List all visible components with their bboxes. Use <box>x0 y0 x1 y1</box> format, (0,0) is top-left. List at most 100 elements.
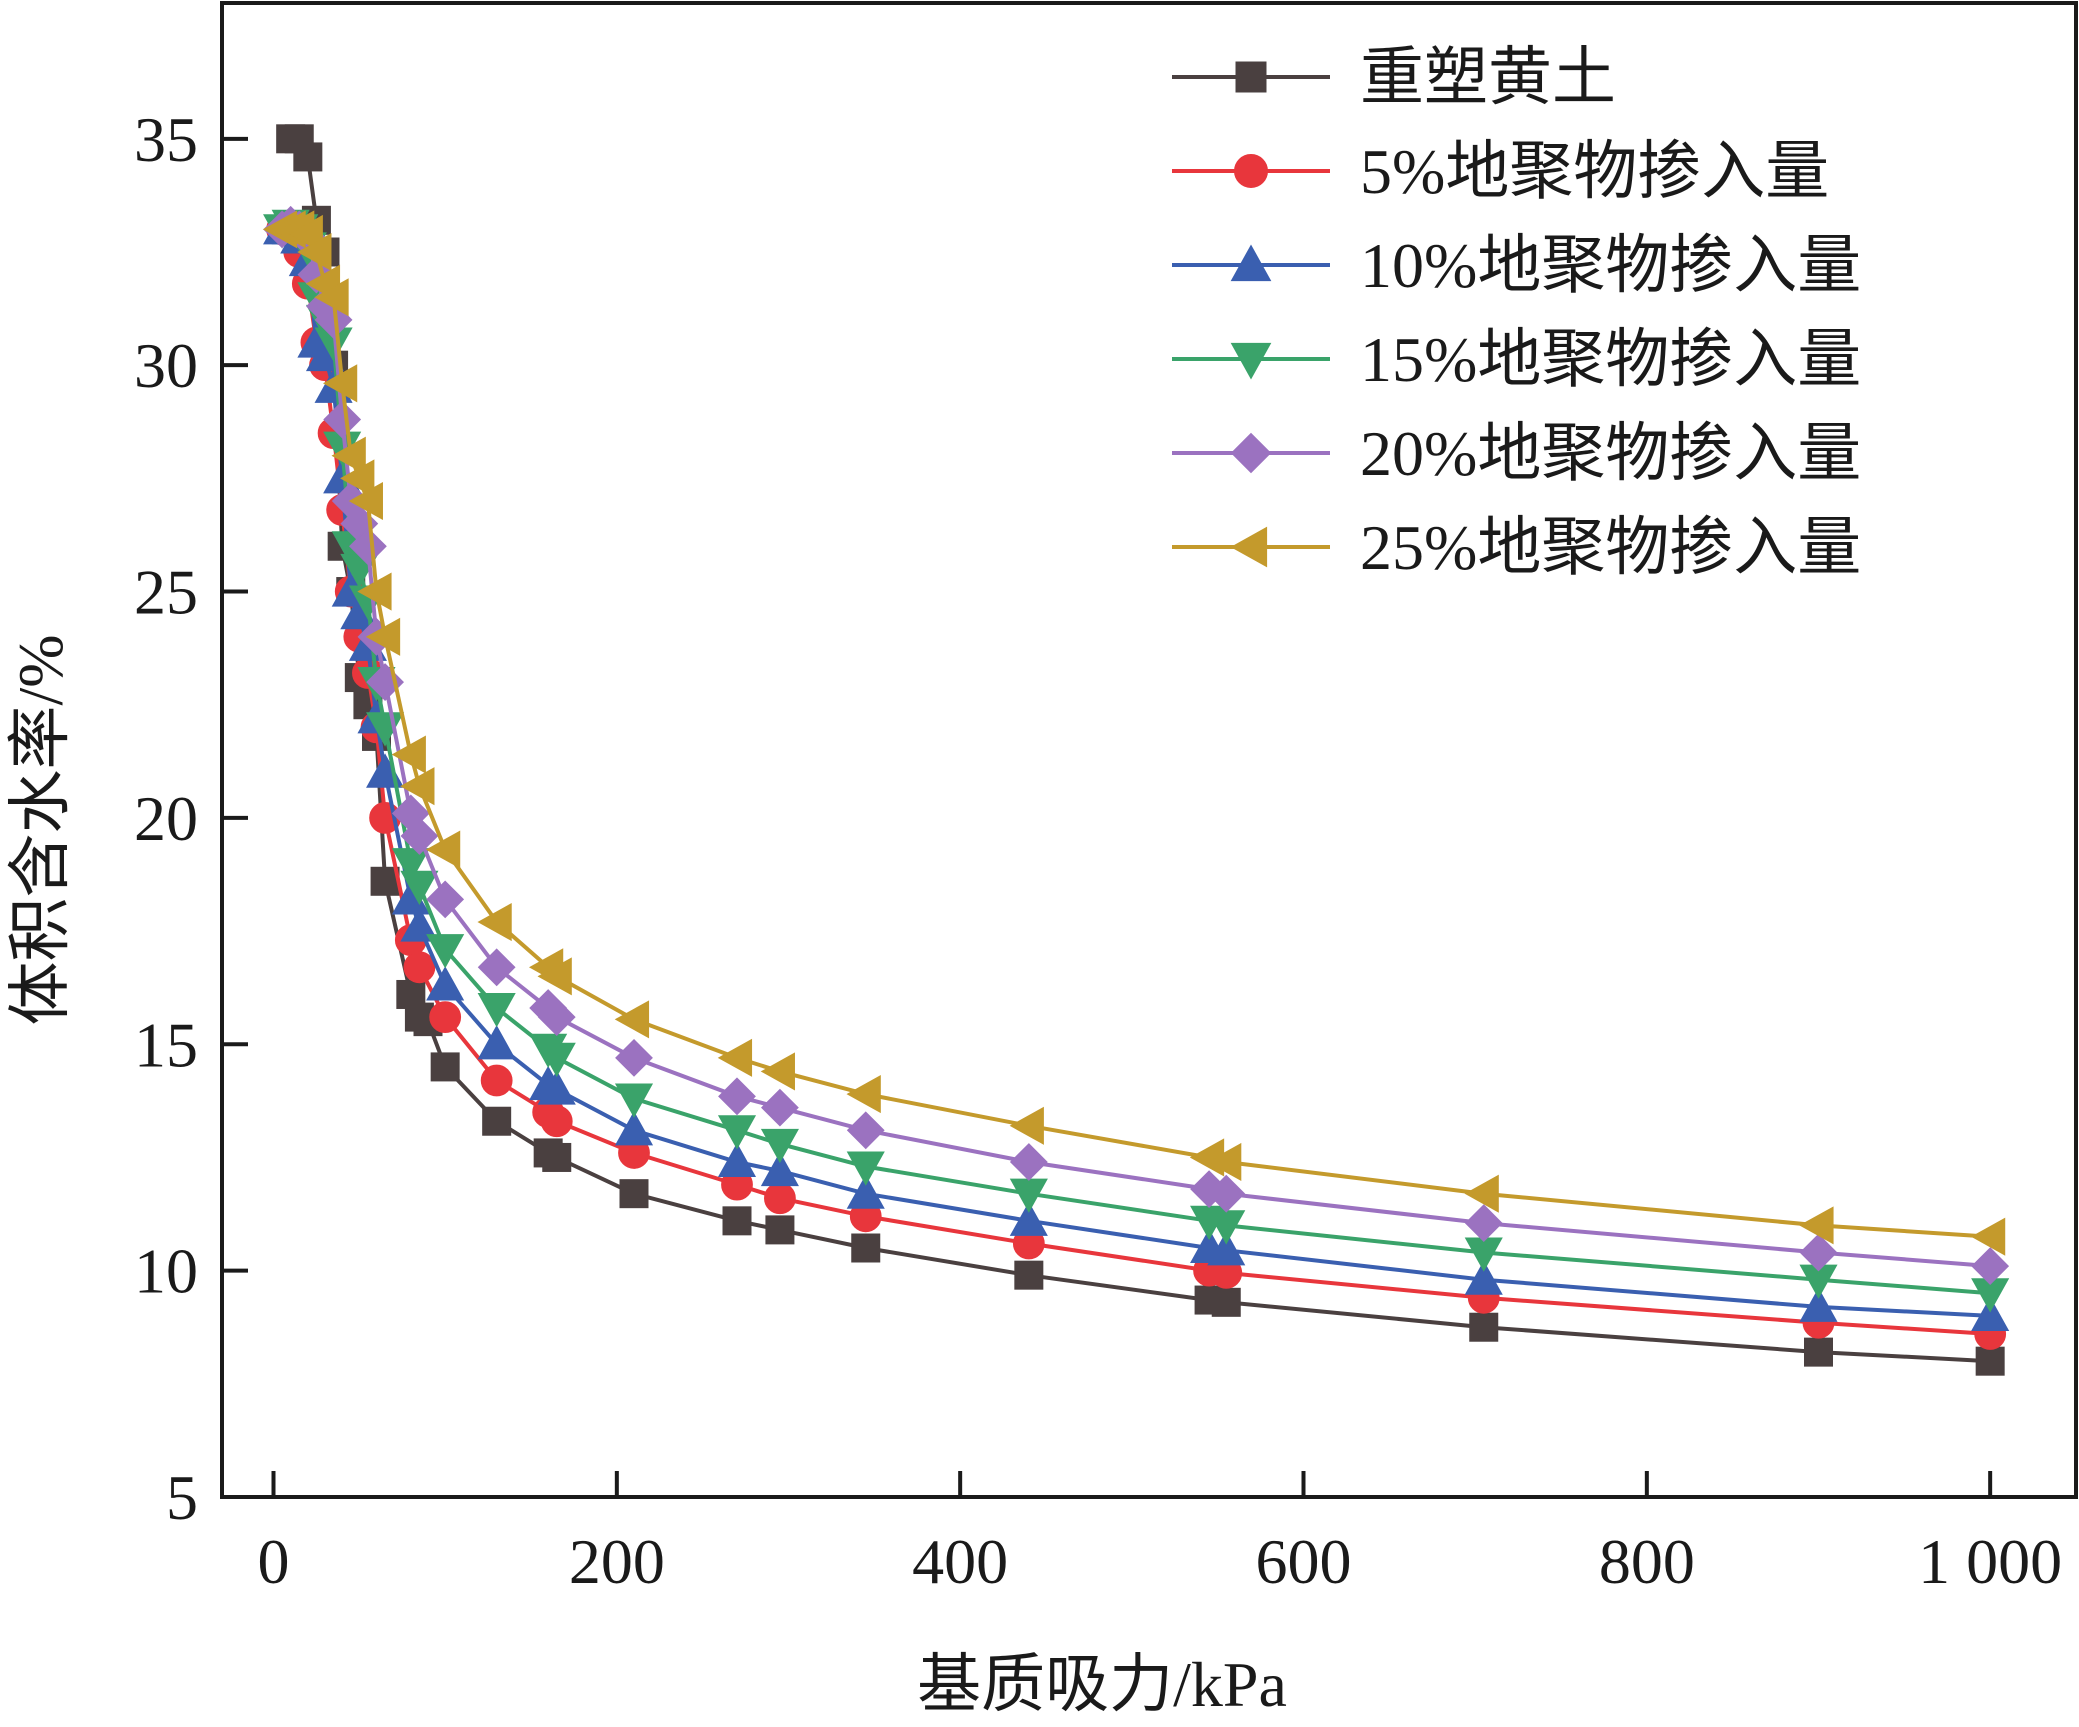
data-point <box>1469 1312 1499 1342</box>
data-point <box>1464 1260 1503 1295</box>
data-point <box>1230 432 1272 474</box>
axis-ticks: 0 200 400 600 800 1 000 5 10 15 20 25 30 35 <box>134 104 2062 1597</box>
data-point <box>340 459 375 498</box>
legend-label: 20%地聚物掺入量 <box>1360 418 1861 489</box>
legend-item: 10%地聚物掺入量 <box>1172 230 1861 301</box>
data-point <box>537 1070 576 1105</box>
series-6 <box>262 210 2006 1256</box>
data-point <box>1230 342 1272 380</box>
data-point <box>1230 244 1272 282</box>
data-point <box>1009 1143 1048 1181</box>
data-point <box>1207 1231 1246 1266</box>
data-point <box>1464 1174 1499 1213</box>
series-layer <box>262 124 2010 1376</box>
data-point <box>760 1052 795 1091</box>
data-point <box>1975 1346 2005 1376</box>
y-tick-label: 25 <box>134 557 198 628</box>
data-point <box>1235 61 1267 93</box>
data-point <box>348 481 383 521</box>
data-point <box>370 866 400 896</box>
data-point <box>482 1106 512 1136</box>
data-point <box>391 848 430 883</box>
data-point <box>430 1052 460 1082</box>
data-point <box>391 735 426 774</box>
data-point <box>614 1111 654 1146</box>
data-point <box>297 232 332 272</box>
x-tick-label: 200 <box>569 1526 665 1597</box>
data-point <box>718 1077 756 1116</box>
data-point <box>429 1001 462 1034</box>
data-point <box>425 830 461 869</box>
data-point <box>1009 1106 1044 1145</box>
data-point <box>540 1105 573 1138</box>
data-point <box>537 957 572 996</box>
x-tick-label: 800 <box>1599 1526 1695 1597</box>
series-1 <box>276 124 2005 1376</box>
data-point <box>477 902 512 942</box>
data-point <box>851 1233 881 1263</box>
data-point <box>349 527 387 566</box>
data-point <box>760 1151 799 1187</box>
data-point <box>400 907 439 942</box>
data-point <box>314 278 349 317</box>
data-point <box>477 948 516 987</box>
legend-label: 15%地聚物掺入量 <box>1360 324 1861 395</box>
data-point <box>322 364 358 403</box>
legend-label: 25%地聚物掺入量 <box>1360 512 1861 583</box>
data-point <box>761 1088 799 1127</box>
x-tick-label: 1 000 <box>1918 1526 2062 1597</box>
data-point <box>403 951 436 984</box>
legend-label: 5%地聚物掺入量 <box>1360 136 1829 207</box>
data-point <box>765 1215 795 1245</box>
y-tick-label: 20 <box>134 783 198 854</box>
data-point <box>1230 526 1268 568</box>
legend: 重塑黄土 5%地聚物掺入量 10%地聚物掺入量 15%地聚物掺入量 20%地聚物掺入量 2… <box>1172 42 1861 583</box>
data-point <box>1804 1337 1833 1367</box>
data-point <box>537 998 576 1037</box>
x-tick-label: 0 <box>258 1526 290 1597</box>
data-point <box>846 1151 885 1186</box>
data-point <box>426 934 465 969</box>
data-point <box>293 142 323 172</box>
legend-label: 10%地聚物掺入量 <box>1360 230 1861 301</box>
series-line <box>282 227 1991 1336</box>
data-point <box>1799 1233 1838 1272</box>
data-point <box>426 966 465 1001</box>
y-tick-label: 35 <box>134 104 198 175</box>
data-point <box>846 1174 885 1209</box>
data-point <box>1211 1287 1241 1317</box>
legend-item: 20%地聚物掺入量 <box>1172 418 1861 489</box>
data-point <box>400 767 435 806</box>
data-point <box>846 1111 885 1150</box>
data-point <box>1464 1204 1503 1243</box>
y-tick-label: 5 <box>166 1462 198 1533</box>
data-point <box>542 1142 572 1172</box>
data-point <box>400 817 439 855</box>
data-point <box>480 1064 513 1097</box>
data-point <box>1207 1174 1246 1213</box>
legend-item: 5%地聚物掺入量 <box>1172 136 1829 207</box>
data-point <box>717 1038 753 1077</box>
data-point <box>1234 154 1268 188</box>
data-point <box>323 400 362 439</box>
legend-item: 重塑黄土 <box>1172 42 1616 113</box>
data-point <box>1014 1260 1044 1290</box>
data-point <box>426 880 465 919</box>
data-point <box>477 1025 516 1060</box>
data-point <box>760 1128 799 1164</box>
data-point <box>365 617 401 656</box>
data-point <box>619 1179 649 1209</box>
data-point <box>614 1000 650 1039</box>
data-point <box>1971 1247 2010 1286</box>
legend-label: 重塑黄土 <box>1360 42 1616 113</box>
legend-item: 25%地聚物掺入量 <box>1172 512 1861 583</box>
data-point <box>722 1206 752 1236</box>
data-point <box>614 1083 654 1118</box>
data-point <box>764 1182 796 1215</box>
y-tick-label: 30 <box>134 330 198 401</box>
data-point <box>477 992 516 1028</box>
y-axis-title: 体积含水率/% <box>5 634 76 1025</box>
data-point <box>846 1075 881 1114</box>
data-point <box>400 870 439 906</box>
